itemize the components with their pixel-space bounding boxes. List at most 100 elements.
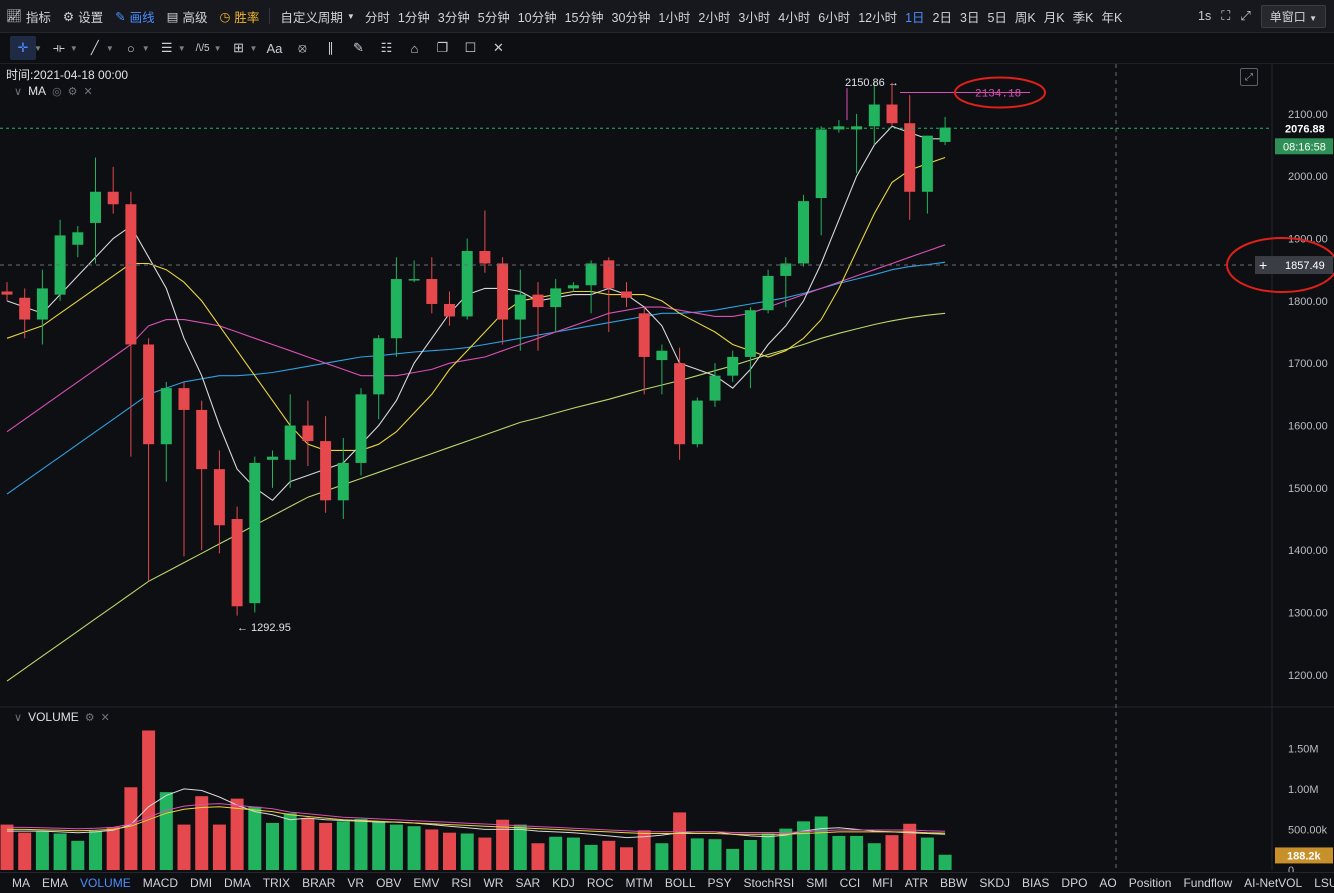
indicator-tab[interactable]: EMV <box>413 876 440 890</box>
settings-button[interactable]: ⚙ 设置 <box>57 0 109 32</box>
collapse-icon[interactable]: ∨ <box>14 711 23 724</box>
indicator-tab[interactable]: SMI <box>806 876 828 890</box>
indicator-tab[interactable]: OBV <box>376 876 402 890</box>
trash-icon[interactable]: ✕ <box>493 40 504 55</box>
indicator-tab[interactable]: LSUR <box>1314 876 1334 890</box>
interval-label[interactable]: 1s <box>1198 9 1212 23</box>
crosshair-icon[interactable]: ✛ <box>10 36 36 60</box>
period-tab[interactable]: 2小时 <box>698 10 731 25</box>
period-tab[interactable]: 月K <box>1043 10 1065 25</box>
period-tab[interactable]: 分时 <box>364 10 390 25</box>
shape-circle-icon[interactable]: ○ <box>126 40 135 56</box>
candle-body <box>36 288 48 320</box>
indicator-tab[interactable]: MTM <box>625 876 653 890</box>
period-tab[interactable]: 1日 <box>905 10 925 25</box>
period-tab[interactable]: 4小时 <box>778 10 811 25</box>
fullscreen-icon[interactable]: ⛶ <box>1221 8 1231 23</box>
chevron-down-icon[interactable]: ▼ <box>141 43 150 53</box>
indicator-tab[interactable]: StochRSI <box>743 876 795 890</box>
indicator-tab[interactable]: ROC <box>586 876 614 890</box>
measure-icon[interactable]: ⊞ <box>233 40 244 55</box>
chevron-down-icon[interactable]: ▼ <box>34 43 42 53</box>
close-icon[interactable]: ✕ <box>100 711 110 724</box>
close-icon[interactable]: ✕ <box>83 85 93 98</box>
indicator-tab[interactable]: DPO <box>1061 876 1088 890</box>
window-mode-dropdown[interactable]: 单窗口 ▼ <box>1260 4 1326 28</box>
indicator-tab[interactable]: WR <box>483 876 504 890</box>
period-tab[interactable]: 1分钟 <box>397 10 430 25</box>
period-tab[interactable]: 5日 <box>987 10 1007 25</box>
lock-icon[interactable]: ⌂ <box>410 40 419 56</box>
period-tab[interactable]: 季K <box>1072 10 1094 25</box>
period-tab[interactable]: 10分钟 <box>517 10 557 25</box>
indicator-tab[interactable]: RSI <box>451 876 472 890</box>
candle-body <box>727 356 739 376</box>
collapse-icon[interactable]: ∨ <box>14 85 23 98</box>
chevron-down-icon[interactable]: ▼ <box>177 43 186 53</box>
crosshair-price-label: 1857.49 <box>1285 260 1325 272</box>
chevron-down-icon[interactable]: ▼ <box>105 43 114 53</box>
eye-icon[interactable]: ◎ <box>52 85 62 98</box>
screenshot-icon[interactable]: ☐ <box>464 40 477 55</box>
period-tab[interactable]: 3日 <box>960 10 980 25</box>
indicator-tab[interactable]: MACD <box>142 876 179 890</box>
fib-icon[interactable]: ☰ <box>160 40 173 55</box>
indicator-tab[interactable]: Position <box>1128 876 1172 890</box>
indicator-tab[interactable]: DMI <box>190 876 213 890</box>
period-tab[interactable]: 5分钟 <box>477 10 510 25</box>
indicator-tab[interactable]: VR <box>347 876 365 890</box>
trend-line-icon[interactable]: ╱ <box>90 40 99 55</box>
chevron-down-icon[interactable]: ▼ <box>69 43 78 53</box>
visibility-icon[interactable]: ☷ <box>380 40 393 55</box>
period-tab[interactable]: 12小时 <box>858 10 898 25</box>
chevron-down-icon[interactable]: ▼ <box>213 43 222 53</box>
expand-pane-icon[interactable]: ⤢ <box>1240 68 1258 86</box>
indicators-button[interactable]: 📈︎ 指标 <box>0 0 57 32</box>
gear-icon[interactable]: ⚙ <box>67 85 78 98</box>
candlestick-chart[interactable]: 2100.00 2000.00 1900.00 1800.00 1700.00 1600.… <box>0 64 1334 872</box>
indicator-tab[interactable]: ATR <box>904 876 929 890</box>
indicator-tab[interactable]: MA <box>12 876 30 890</box>
period-tab[interactable]: 1小时 <box>658 10 691 25</box>
indicator-tab[interactable]: KDJ <box>552 876 575 890</box>
indicator-tab[interactable]: VOLUME <box>80 876 131 890</box>
period-tab[interactable]: 周K <box>1014 10 1036 25</box>
indicator-tab[interactable]: PSY <box>707 876 732 890</box>
indicator-tab[interactable]: BOLL <box>664 876 696 890</box>
period-tab[interactable]: 30分钟 <box>611 10 651 25</box>
indicator-tab[interactable]: SKDJ <box>979 876 1011 890</box>
text-icon[interactable]: Aa <box>266 40 283 56</box>
indicator-tab[interactable]: BRAR <box>302 876 336 890</box>
indicator-tab[interactable]: TRIX <box>262 876 291 890</box>
copy-icon[interactable]: ❐ <box>436 40 449 55</box>
period-tab[interactable]: 2日 <box>932 10 952 25</box>
period-tab[interactable]: 6小时 <box>818 10 851 25</box>
chevron-down-icon[interactable]: ▼ <box>249 43 258 53</box>
winrate-button[interactable]: ◷ 胜率 <box>213 0 265 32</box>
indicator-tab[interactable]: BBW <box>940 876 968 890</box>
expand-icon[interactable]: ⤢ <box>1240 8 1251 23</box>
period-tab[interactable]: 3小时 <box>738 10 771 25</box>
brush-icon[interactable]: ✎ <box>353 40 364 55</box>
horizontal-line-icon[interactable]: ⟛ <box>53 40 65 55</box>
advanced-button[interactable]: ▤ 高级 <box>161 0 214 32</box>
indicator-tab[interactable]: EMA <box>42 876 69 890</box>
indicator-tab[interactable]: CCI <box>839 876 861 890</box>
indicator-tab[interactable]: AO <box>1099 876 1117 890</box>
indicator-tab[interactable]: Fundflow <box>1183 876 1233 890</box>
indicator-tab[interactable]: SAR <box>515 876 541 890</box>
indicator-tab[interactable]: MFI <box>872 876 893 890</box>
period-tab[interactable]: 年K <box>1101 10 1123 25</box>
period-tab[interactable]: 3分钟 <box>437 10 470 25</box>
indicator-tab[interactable]: AI-NetVOL <box>1244 876 1303 890</box>
ruler-icon[interactable]: ∥ <box>327 40 334 55</box>
magnet-icon[interactable]: ⦻ <box>298 40 307 55</box>
draw-button[interactable]: ✎ 画线 <box>109 0 161 32</box>
period-tab[interactable]: 15分钟 <box>564 10 604 25</box>
indicator-tab[interactable]: DMA <box>224 876 251 890</box>
candle-body <box>54 235 66 295</box>
indicator-tab[interactable]: BIAS <box>1022 876 1050 890</box>
gear-icon[interactable]: ⚙ <box>84 711 95 724</box>
wave-icon[interactable]: /\/5 <box>195 42 210 54</box>
custom-period-dropdown[interactable]: 自定义周期 ▼ <box>274 7 360 26</box>
